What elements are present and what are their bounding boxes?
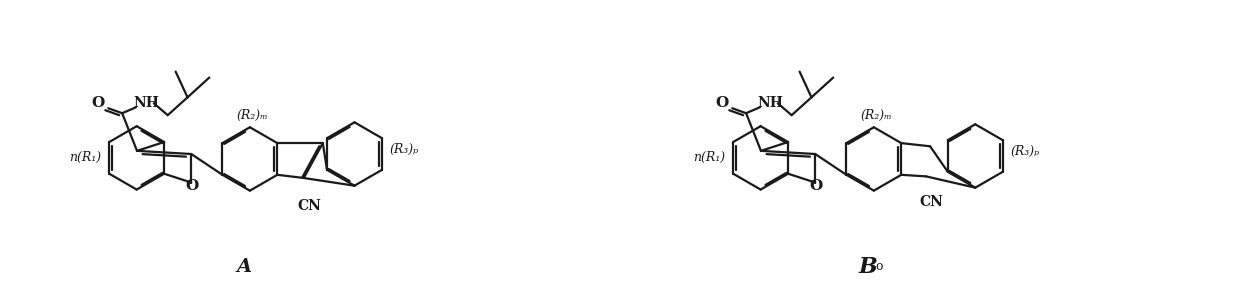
Text: (R₃)ₚ: (R₃)ₚ (389, 142, 419, 155)
Text: B: B (858, 256, 877, 278)
Text: (R₂)ₘ: (R₂)ₘ (861, 109, 892, 122)
Text: NH: NH (133, 96, 159, 110)
Text: (R₂)ₘ: (R₂)ₘ (236, 109, 268, 122)
Text: o: o (875, 260, 883, 273)
Text: (R₃)ₚ: (R₃)ₚ (1011, 144, 1039, 158)
Text: CN: CN (298, 199, 321, 213)
Text: NH: NH (756, 96, 782, 110)
Text: CN: CN (919, 195, 944, 209)
Text: O: O (186, 179, 198, 194)
Text: n(R₁): n(R₁) (69, 151, 102, 164)
Text: O: O (92, 96, 105, 110)
Text: A: A (236, 258, 252, 276)
Text: O: O (810, 179, 823, 194)
Text: n(R₁): n(R₁) (693, 151, 725, 164)
Text: O: O (715, 96, 729, 110)
